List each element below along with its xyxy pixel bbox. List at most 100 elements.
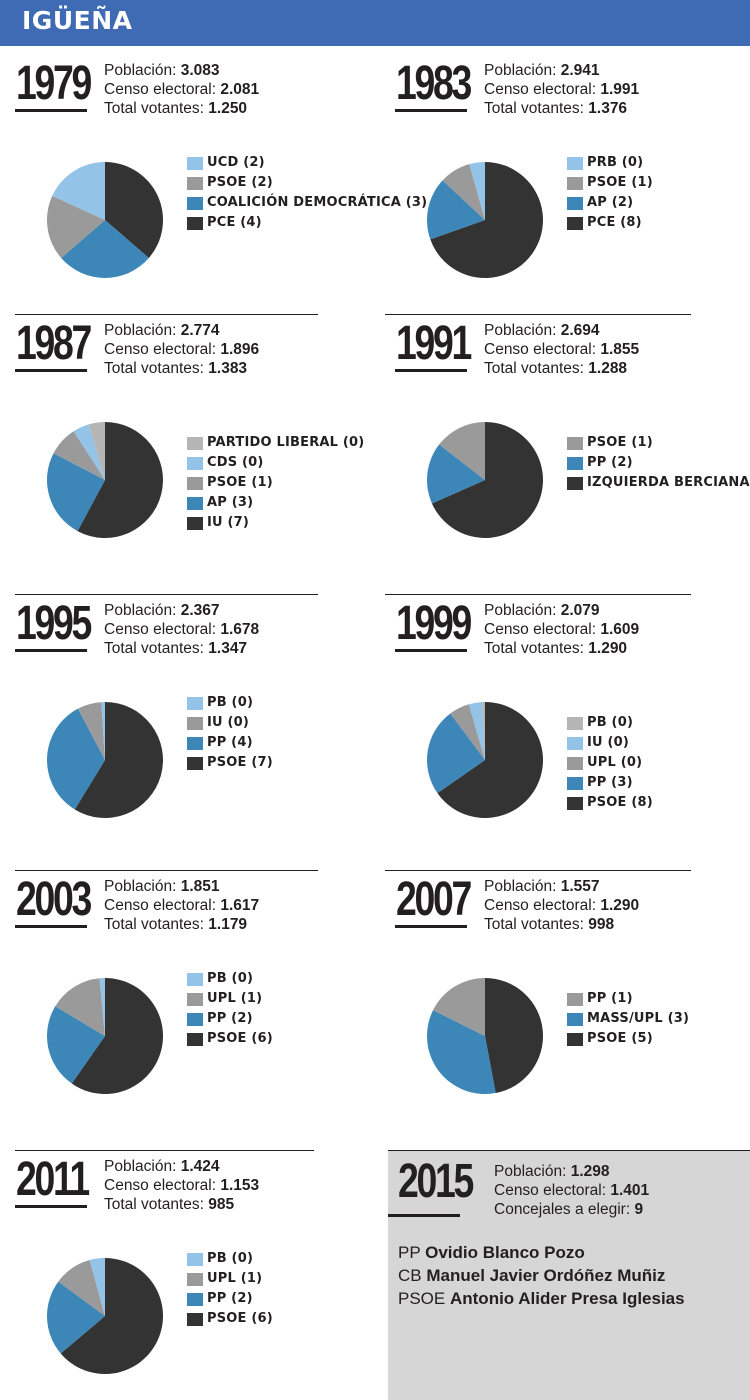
legend-label: PSOE (1) <box>587 175 653 190</box>
year-underline <box>15 109 87 112</box>
pie-slice <box>46 1281 105 1354</box>
censo-label: Censo electoral: <box>494 1182 607 1199</box>
legend-swatch <box>567 197 583 210</box>
legend-swatch <box>187 217 203 230</box>
poblacion-label: Población: <box>104 62 177 79</box>
censo-value: 1.991 <box>600 81 640 98</box>
poblacion-label: Población: <box>484 878 557 895</box>
pie-slice <box>77 422 163 538</box>
legend-swatch <box>187 437 203 450</box>
pie-slice <box>55 978 105 1036</box>
legend-swatch <box>187 1253 203 1266</box>
year-1999: 1999 <box>396 597 472 650</box>
poblacion-label: Población: <box>484 62 557 79</box>
poblacion-value: 1.851 <box>180 878 220 895</box>
poblacion-value: 2.774 <box>180 322 220 339</box>
censo-value: 1.896 <box>220 341 260 358</box>
votantes-label: Total votantes: <box>104 1196 204 1213</box>
votantes-value: 1.179 <box>208 916 248 933</box>
candidate-party: CB <box>398 1266 422 1285</box>
legend-swatch <box>567 157 583 170</box>
poblacion-value: 2.694 <box>560 322 600 339</box>
divider-line <box>15 594 318 595</box>
legend-label: UPL (1) <box>207 991 263 1006</box>
legend-swatch <box>187 1273 203 1286</box>
legend-swatch <box>187 177 203 190</box>
legend-swatch <box>567 717 583 730</box>
year-1987: 1987 <box>16 317 92 370</box>
pie-slice <box>46 708 105 810</box>
legend-label: PSOE (1) <box>207 475 273 490</box>
year-underline <box>395 649 467 652</box>
year-underline <box>15 925 87 928</box>
year-underline <box>395 369 467 372</box>
legend-label: IZQUIERDA BERCIANA (8) <box>587 475 750 490</box>
votantes-label: Total votantes: <box>104 100 204 117</box>
legend-label: PP (2) <box>207 1291 253 1306</box>
votantes-value: 1.290 <box>588 640 628 657</box>
pie-slice <box>73 424 105 480</box>
candidate-row: PSOE Antonio Alider Presa Iglesias <box>398 1288 685 1310</box>
candidate-party: PP <box>398 1243 421 1262</box>
pie-chart-1999 <box>427 702 543 818</box>
legend-label: PSOE (8) <box>587 795 653 810</box>
year-1979: 1979 <box>16 57 92 110</box>
divider-line <box>385 314 691 315</box>
pie-chart-1983 <box>427 162 543 278</box>
legend-label: PP (2) <box>207 1011 253 1026</box>
pie-slice <box>442 164 485 220</box>
pie-slice <box>430 162 543 278</box>
legend-swatch <box>187 1313 203 1326</box>
legend-label: UPL (0) <box>587 755 643 770</box>
pie-chart-1995 <box>46 702 163 818</box>
concejales-value: 9 <box>634 1201 644 1218</box>
censo-label: Censo electoral: <box>104 81 217 98</box>
poblacion-value: 3.083 <box>180 62 220 79</box>
year-underline-2015 <box>388 1214 460 1217</box>
legend-label: PSOE (2) <box>207 175 273 190</box>
divider-line <box>15 314 318 315</box>
pie-slice <box>450 704 485 760</box>
legend-swatch <box>187 1293 203 1306</box>
legend-swatch <box>567 777 583 790</box>
legend-label: PP (4) <box>207 735 253 750</box>
poblacion-value: 2.367 <box>180 602 220 619</box>
legend-swatch <box>567 737 583 750</box>
legend-swatch <box>187 517 203 530</box>
pie-chart-2011 <box>46 1258 163 1374</box>
poblacion-value: 1.557 <box>560 878 600 895</box>
legend-label: PSOE (6) <box>207 1031 273 1046</box>
censo-value: 1.678 <box>220 621 260 638</box>
divider-2015 <box>388 1150 750 1151</box>
legend-swatch <box>567 797 583 810</box>
pie-slice <box>485 978 543 1094</box>
stats-1979: Población: 3.083 Censo electoral: 2.081 To… <box>104 61 259 118</box>
legend-swatch <box>187 197 203 210</box>
stats-1995: Población: 2.367 Censo electoral: 1.678 To… <box>104 601 259 658</box>
legend-swatch <box>187 157 203 170</box>
pie-slice <box>469 162 485 220</box>
stats-1987: Población: 2.774 Censo electoral: 1.896 To… <box>104 321 259 378</box>
pie-slice <box>433 978 485 1036</box>
legend-label: PP (3) <box>587 775 633 790</box>
legend-label: PSOE (6) <box>207 1311 273 1326</box>
legend-label: CDS (0) <box>207 455 264 470</box>
legend-swatch <box>187 973 203 986</box>
pie-slice <box>468 702 485 760</box>
legend-label: COALICIÓN DEMOCRÁTICA (3) <box>207 195 428 210</box>
year-underline <box>15 369 87 372</box>
stats-1999: Población: 2.079 Censo electoral: 1.609 To… <box>484 601 639 658</box>
pie-slice <box>58 1260 105 1316</box>
candidate-row: PP Ovidio Blanco Pozo <box>398 1242 585 1264</box>
year-underline <box>15 1205 87 1208</box>
stats-2015: Población: 1.298 Censo electoral: 1.401 … <box>494 1162 649 1219</box>
stats-2003: Población: 1.851 Censo electoral: 1.617 To… <box>104 877 259 934</box>
page-title: IGÜEÑA <box>22 6 133 35</box>
censo-label: Censo electoral: <box>104 897 217 914</box>
pie-slice <box>101 702 105 760</box>
votantes-value: 1.376 <box>588 100 628 117</box>
votantes-value: 1.250 <box>208 100 248 117</box>
year-1995: 1995 <box>16 597 92 650</box>
pie-slice <box>437 702 543 818</box>
legend-swatch <box>567 1013 583 1026</box>
